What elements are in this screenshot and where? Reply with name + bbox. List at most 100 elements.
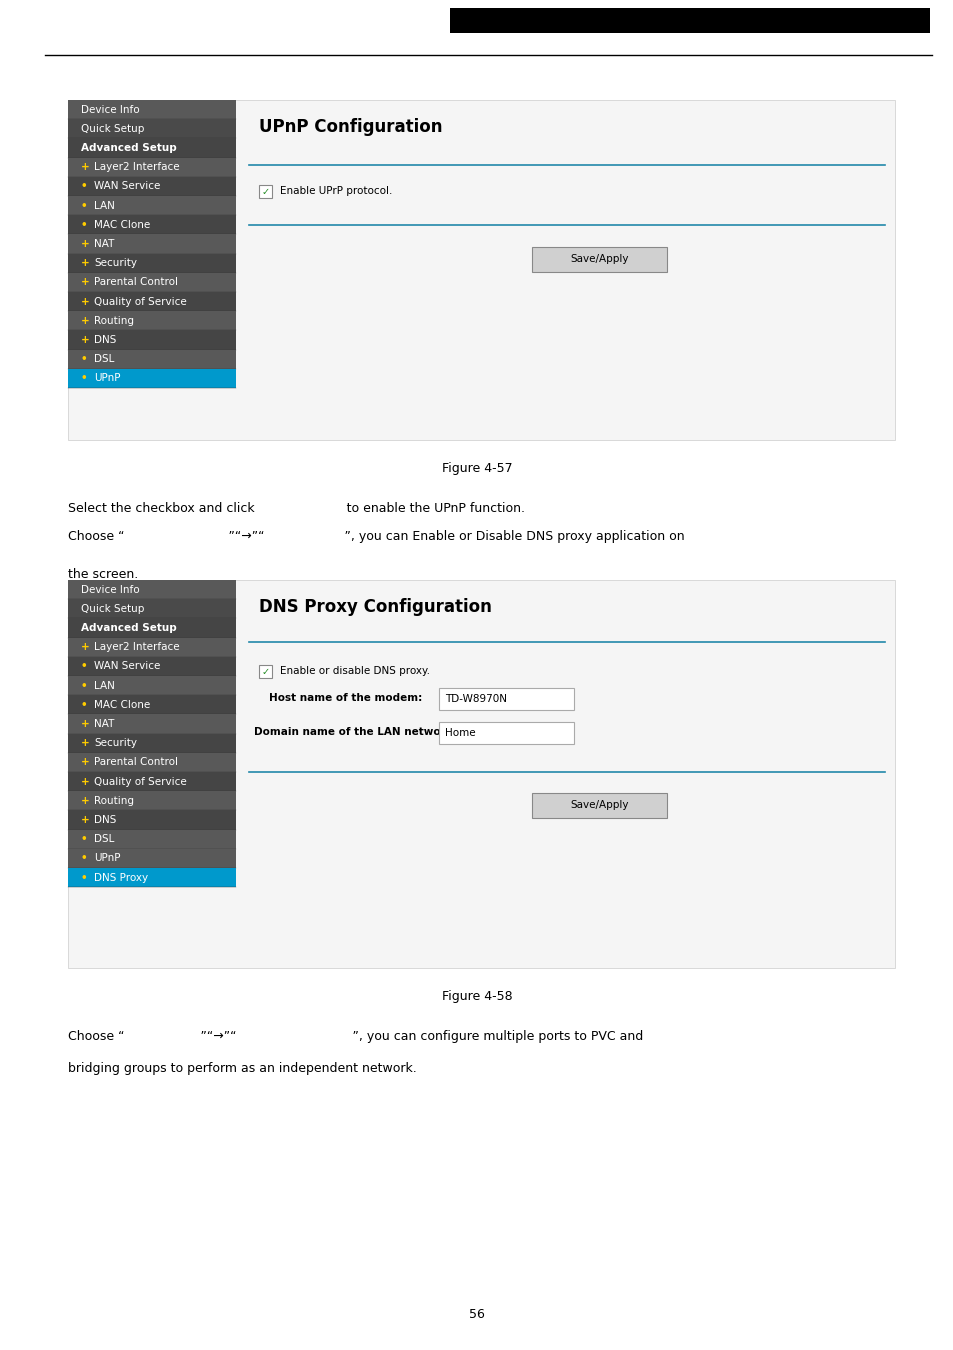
- Text: Domain name of the LAN network:: Domain name of the LAN network:: [253, 728, 456, 737]
- Bar: [68, 657, 235, 676]
- Text: •: •: [81, 834, 88, 844]
- Text: Save/Apply: Save/Apply: [570, 801, 628, 810]
- Bar: [68, 830, 235, 849]
- Text: TD-W8970N: TD-W8970N: [444, 694, 506, 703]
- Bar: [68, 196, 235, 215]
- Text: bridging groups to perform as an independent network.: bridging groups to perform as an indepen…: [68, 1062, 416, 1075]
- Text: Enable UPrP protocol.: Enable UPrP protocol.: [280, 186, 392, 197]
- Text: Figure 4-57: Figure 4-57: [441, 462, 512, 475]
- Bar: [438, 688, 574, 710]
- Bar: [68, 254, 235, 273]
- Text: Parental Control: Parental Control: [94, 757, 178, 767]
- Text: +: +: [81, 277, 90, 288]
- Bar: [68, 177, 235, 196]
- Bar: [68, 100, 235, 119]
- Bar: [68, 849, 235, 868]
- Bar: [68, 599, 235, 618]
- Text: Security: Security: [94, 738, 137, 748]
- Bar: [68, 580, 235, 887]
- Bar: [68, 580, 894, 968]
- Text: +: +: [81, 776, 90, 787]
- Text: +: +: [81, 757, 90, 767]
- Bar: [68, 139, 235, 158]
- Bar: [68, 676, 235, 695]
- Text: Choose “                   ”“→”“                             ”, you can configur: Choose “ ”“→”“ ”, you can configur: [68, 1030, 642, 1044]
- Text: DSL: DSL: [94, 834, 114, 844]
- Text: DNS: DNS: [94, 335, 116, 346]
- Text: +: +: [81, 162, 90, 173]
- Text: DNS: DNS: [94, 815, 116, 825]
- Bar: [258, 185, 272, 198]
- Text: 56: 56: [469, 1308, 484, 1322]
- Text: Quality of Service: Quality of Service: [94, 776, 187, 787]
- Text: Layer2 Interface: Layer2 Interface: [94, 162, 179, 173]
- Text: ✓: ✓: [261, 667, 270, 676]
- Text: MAC Clone: MAC Clone: [94, 220, 150, 230]
- Text: Choose “                          ”“→”“                    ”, you can Enable or : Choose “ ”“→”“ ”, you can Enable or: [68, 531, 684, 543]
- Bar: [68, 331, 235, 350]
- Bar: [68, 312, 235, 331]
- Text: Home: Home: [444, 728, 476, 738]
- Text: UPnP: UPnP: [94, 374, 120, 383]
- Text: Routing: Routing: [94, 795, 133, 806]
- Text: Quality of Service: Quality of Service: [94, 297, 187, 306]
- Text: +: +: [81, 316, 90, 325]
- Text: ✓: ✓: [261, 186, 270, 197]
- Text: •: •: [81, 220, 88, 230]
- Bar: [68, 273, 235, 292]
- Text: Device Info: Device Info: [81, 104, 139, 115]
- Text: Device Info: Device Info: [81, 585, 139, 594]
- Bar: [258, 666, 272, 678]
- Text: NAT: NAT: [94, 239, 114, 248]
- Bar: [68, 235, 235, 254]
- Text: MAC Clone: MAC Clone: [94, 699, 150, 710]
- Bar: [68, 369, 235, 387]
- Bar: [68, 733, 235, 753]
- Text: +: +: [81, 239, 90, 248]
- Bar: [68, 753, 235, 772]
- Text: DNS Proxy Configuration: DNS Proxy Configuration: [258, 598, 492, 616]
- Text: •: •: [81, 853, 88, 864]
- Text: the screen.: the screen.: [68, 568, 138, 580]
- Bar: [68, 810, 235, 830]
- Bar: [532, 792, 666, 818]
- Text: +: +: [81, 335, 90, 346]
- Bar: [68, 350, 235, 369]
- Text: Figure 4-58: Figure 4-58: [441, 990, 512, 1003]
- Text: Advanced Setup: Advanced Setup: [81, 143, 176, 153]
- Bar: [438, 722, 574, 744]
- Text: Advanced Setup: Advanced Setup: [81, 622, 176, 633]
- Text: WAN Service: WAN Service: [94, 181, 160, 192]
- Text: DNS Proxy: DNS Proxy: [94, 872, 148, 883]
- Text: +: +: [81, 815, 90, 825]
- Bar: [532, 247, 666, 271]
- Text: DSL: DSL: [94, 354, 114, 364]
- Text: WAN Service: WAN Service: [94, 662, 160, 671]
- Bar: [68, 714, 235, 733]
- Text: Quick Setup: Quick Setup: [81, 603, 144, 614]
- Bar: [68, 292, 235, 312]
- Text: •: •: [81, 662, 88, 671]
- Text: •: •: [81, 680, 88, 691]
- Bar: [450, 8, 929, 32]
- Bar: [68, 580, 235, 599]
- Text: •: •: [81, 181, 88, 192]
- Text: Routing: Routing: [94, 316, 133, 325]
- Bar: [68, 618, 235, 637]
- Text: •: •: [81, 699, 88, 710]
- Bar: [68, 119, 235, 139]
- Text: NAT: NAT: [94, 720, 114, 729]
- Text: •: •: [81, 201, 88, 211]
- Text: LAN: LAN: [94, 680, 114, 691]
- Bar: [68, 100, 235, 387]
- Text: LAN: LAN: [94, 201, 114, 211]
- Text: UPnP Configuration: UPnP Configuration: [258, 117, 442, 136]
- Bar: [68, 215, 235, 235]
- Text: Quick Setup: Quick Setup: [81, 124, 144, 134]
- Bar: [68, 100, 894, 440]
- Bar: [68, 158, 235, 177]
- Text: Enable or disable DNS proxy.: Enable or disable DNS proxy.: [280, 667, 430, 676]
- Text: •: •: [81, 354, 88, 364]
- Text: Save/Apply: Save/Apply: [570, 255, 628, 265]
- Bar: [68, 868, 235, 887]
